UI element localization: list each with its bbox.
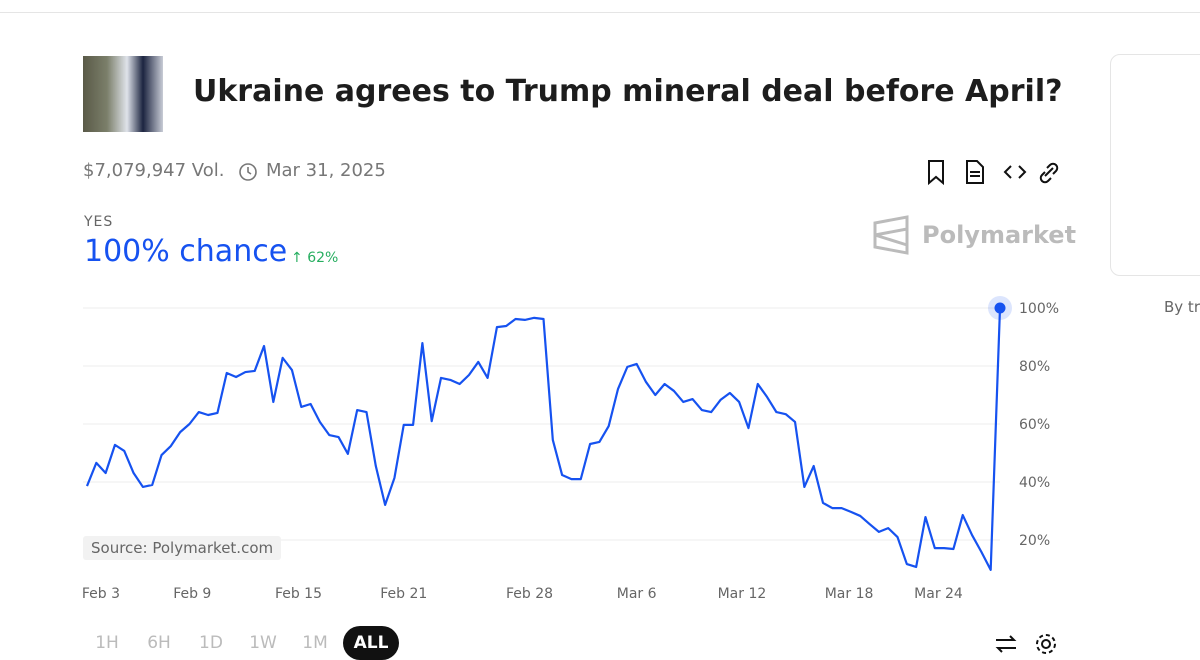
time-button[interactable]: 1D xyxy=(199,633,223,653)
x-tick-label: Feb 21 xyxy=(380,586,427,602)
time-buttons: 1H 6H 1D 1W 1M ALL xyxy=(83,626,399,660)
brand-logo xyxy=(873,215,909,255)
y-tick-label: 40% xyxy=(1019,475,1050,491)
time-button[interactable]: 1H xyxy=(95,633,119,653)
x-tick-label: Feb 15 xyxy=(275,586,322,602)
time-button[interactable]: 1M xyxy=(302,633,328,653)
side-text: By tr xyxy=(1164,298,1200,316)
change: ↑ 62% xyxy=(291,250,339,266)
y-tick-label: 20% xyxy=(1019,533,1050,549)
time-button[interactable]: 1W xyxy=(249,633,277,653)
x-tick-label: Mar 24 xyxy=(914,586,963,602)
document-icon[interactable] xyxy=(966,160,984,184)
swap-icon[interactable] xyxy=(995,635,1017,653)
x-tick-label: Mar 12 xyxy=(718,586,767,602)
end-date: Mar 31, 2025 xyxy=(266,160,386,181)
x-tick-label: Mar 6 xyxy=(617,586,657,602)
chance: 100% chance xyxy=(84,234,288,269)
top-bar xyxy=(0,0,1200,13)
source: Source: Polymarket.com xyxy=(83,536,282,560)
price-line xyxy=(85,307,1002,571)
side-card xyxy=(1110,54,1200,276)
x-tick-label: Feb 3 xyxy=(82,586,120,602)
market-image xyxy=(83,56,163,132)
chart-controls xyxy=(995,634,1056,654)
change-value: 62% xyxy=(307,250,339,266)
x-tick-label: Mar 18 xyxy=(825,586,874,602)
x-tick-label: Feb 9 xyxy=(173,586,211,602)
x-tick-label: Feb 28 xyxy=(506,586,553,602)
market-title: Ukraine agrees to Trump mineral deal bef… xyxy=(193,74,1063,109)
bookmark-icon[interactable] xyxy=(928,160,944,186)
clock-icon xyxy=(239,163,257,181)
y-tick-label: 80% xyxy=(1019,359,1050,375)
y-tick-label: 60% xyxy=(1019,417,1050,433)
embed-icon[interactable] xyxy=(1003,165,1027,179)
settings-icon[interactable] xyxy=(1041,639,1051,649)
link-icon[interactable] xyxy=(1039,162,1059,184)
time-button[interactable]: 6H xyxy=(147,633,171,653)
outcome-label: YES xyxy=(84,214,114,230)
action-icons xyxy=(928,160,1059,186)
y-tick-label: 100% xyxy=(1019,301,1059,317)
endpoint xyxy=(994,302,1006,314)
volume: $7,079,947 Vol. xyxy=(83,160,225,181)
brand: Polymarket xyxy=(922,221,1077,249)
time-button[interactable]: ALL xyxy=(343,626,399,660)
